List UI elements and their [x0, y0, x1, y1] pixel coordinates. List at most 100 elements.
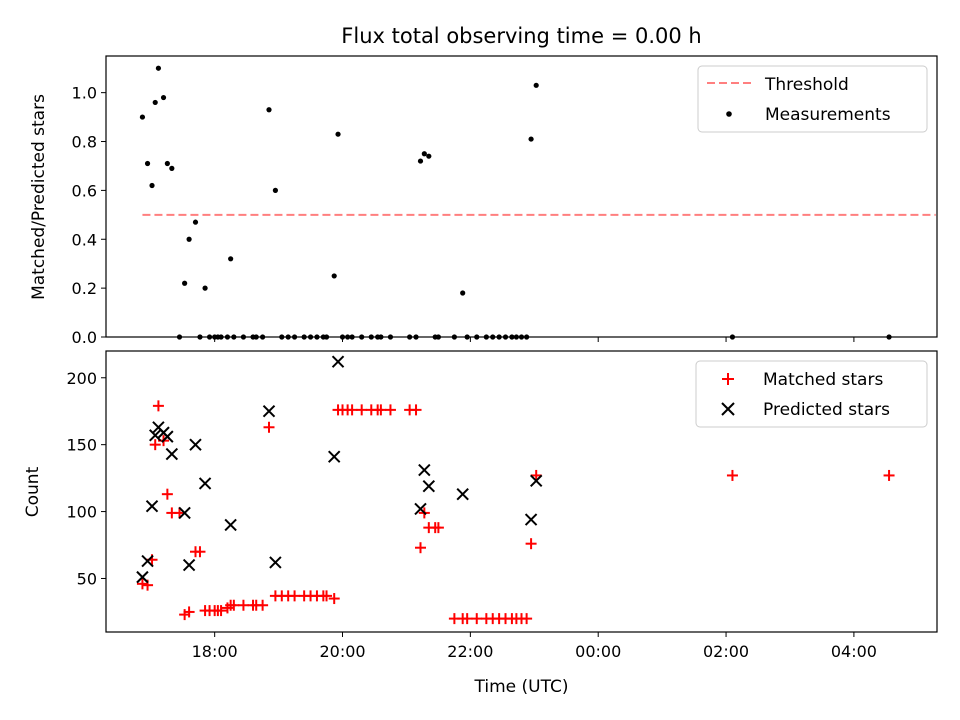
measurement-point	[266, 107, 272, 113]
matched-star-point	[410, 404, 422, 416]
predicted-star-point	[331, 355, 345, 368]
top-plot-frame	[105, 55, 938, 338]
predicted-star-point	[178, 506, 191, 520]
legend-predicted-label: Predicted stars	[763, 400, 890, 420]
predicted-star-point	[136, 570, 149, 584]
matched-star-point	[263, 421, 275, 433]
matched-star-point	[321, 590, 333, 602]
matched-star-point	[161, 488, 173, 500]
matched-star-point	[228, 599, 240, 611]
matched-star-point	[415, 542, 427, 554]
matched-star-point	[384, 404, 396, 416]
predicted-star-point	[418, 463, 431, 477]
measurement-point	[160, 94, 167, 101]
predicted-star-point	[529, 474, 543, 488]
chart-title: Flux total observing time = 0.00 h	[341, 24, 701, 48]
matched-star-point	[521, 613, 533, 625]
measurement-point	[152, 99, 158, 106]
x-tick-label: 22:00	[447, 642, 493, 661]
predicted-star-point	[149, 429, 162, 442]
matched-star-point	[237, 599, 249, 611]
y-tick-label: 150	[66, 436, 97, 455]
measurement-point	[164, 160, 170, 167]
predicted-star-point	[269, 556, 282, 569]
x-tick-label: 00:00	[575, 642, 621, 661]
matched-star-point	[328, 593, 340, 605]
matched-star-point	[726, 469, 738, 481]
y-tick-label: 50	[77, 569, 97, 588]
legend-measurements-label: Measurements	[765, 105, 891, 125]
matched-star-point	[194, 546, 206, 558]
measurement-point	[202, 285, 208, 291]
measurement-point	[272, 187, 278, 193]
predicted-star-point	[165, 447, 179, 461]
matched-star-point	[461, 613, 473, 625]
predicted-star-point	[145, 500, 159, 513]
matched-star-point	[149, 439, 161, 451]
predicted-star-point	[524, 513, 538, 526]
measurement-point	[335, 131, 341, 137]
x-tick-label: 18:00	[192, 642, 238, 661]
predicted-star-point	[262, 405, 276, 418]
matched-star-point	[471, 613, 483, 625]
predicted-star-point	[198, 477, 212, 490]
matched-star-point	[356, 404, 368, 416]
x-axis-label: Time (UTC)	[474, 677, 569, 697]
matched-star-point	[152, 400, 164, 412]
measurement-point	[421, 151, 427, 157]
y-tick-label: 0.8	[72, 133, 97, 152]
matched-star-point	[375, 404, 387, 416]
bottom-x-ticks: 18:00 20:00 22:00 00:00 02:00 04:00	[192, 632, 877, 661]
predicted-star-point	[161, 430, 174, 443]
matched-star-point	[183, 606, 195, 618]
measurement-point	[533, 82, 539, 88]
measurement-point	[528, 136, 534, 142]
matched-star-point	[346, 404, 358, 416]
measurement-point	[155, 65, 162, 71]
x-tick-label: 20:00	[319, 642, 365, 661]
matched-star-markers	[136, 400, 895, 625]
measurement-point	[417, 158, 424, 164]
predicted-star-point	[456, 487, 469, 501]
predicted-star-point	[189, 438, 202, 451]
y-tick-label: 200	[66, 369, 97, 388]
measurement-point	[144, 160, 151, 167]
matched-star-point	[257, 599, 269, 611]
matched-star-point	[530, 469, 542, 481]
legend-threshold-label: Threshold	[764, 75, 849, 95]
measurement-point	[228, 256, 234, 262]
bottom-panel: 50 100 150 200 18:00 20:00 22:00 00:00 02:00 04:…	[23, 350, 938, 697]
y-tick-label: 0.4	[72, 230, 97, 249]
matched-star-point	[289, 590, 301, 602]
measurement-point	[331, 273, 337, 279]
predicted-star-point	[422, 479, 436, 493]
measurement-point	[149, 182, 155, 189]
predicted-star-point	[141, 554, 154, 568]
measurement-point	[186, 236, 192, 242]
legend-predicted-swatch	[721, 402, 735, 416]
top-y-ticks: 0.0 0.2 0.4 0.6 0.8 1.0	[72, 84, 106, 347]
bottom-legend-box	[695, 360, 928, 428]
bottom-legend: Matched stars Predicted stars	[695, 360, 928, 428]
bottom-y-axis-label: Count	[23, 466, 43, 517]
matched-star-point	[136, 578, 148, 590]
x-tick-label: 02:00	[703, 642, 749, 661]
top-panel: 0.0 0.2 0.4 0.6 0.8 1.0 Matched/Predicted sta…	[29, 55, 938, 347]
y-tick-label: 0.2	[72, 279, 97, 298]
top-legend-box	[697, 65, 928, 133]
matched-star-point	[525, 538, 537, 550]
top-y-axis-label: Matched/Predicted stars	[29, 94, 49, 300]
predicted-star-point	[182, 558, 196, 572]
bottom-plot-frame	[105, 350, 938, 633]
legend-matched-label: Matched stars	[763, 370, 883, 390]
top-legend: Threshold Measurements	[697, 65, 928, 133]
measurement-point	[426, 153, 432, 159]
matched-star-point	[215, 605, 227, 617]
y-tick-label: 1.0	[72, 84, 97, 103]
predicted-star-point	[414, 502, 427, 516]
predicted-star-point	[327, 450, 341, 463]
measurement-point	[192, 219, 199, 225]
matched-star-point	[883, 469, 895, 481]
bottom-y-ticks: 50 100 150 200	[66, 369, 106, 588]
matched-star-point	[432, 522, 444, 534]
